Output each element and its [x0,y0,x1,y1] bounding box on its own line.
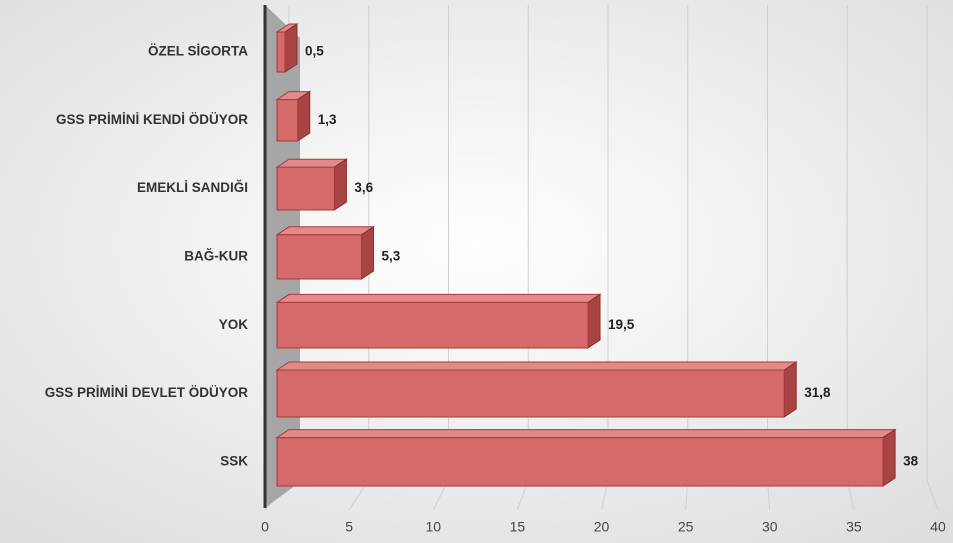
x-tick-label: 35 [846,519,862,535]
x-tick-label: 15 [510,519,526,535]
data-label: 38 [903,453,919,468]
bar-group [275,90,312,142]
bar-top [275,293,602,303]
data-label: 5,3 [382,248,401,263]
x-tick-label: 0 [261,519,269,535]
x-tick-label: 40 [930,519,946,535]
data-label: 19,5 [608,317,635,332]
bar [276,234,363,280]
bar [276,99,299,142]
bars [275,23,897,487]
bar-group [275,293,602,349]
bar-group [275,428,897,487]
bar [276,369,785,418]
bar-group [275,158,349,211]
bar-side [587,293,601,349]
x-tick-label: 10 [425,519,441,535]
data-label: 3,6 [354,180,373,195]
x-tick-label: 20 [594,519,610,535]
bar-side [783,361,797,418]
category-label: SSK [220,453,248,468]
bar-top [275,429,897,439]
data-label: 0,5 [305,44,324,59]
data-label: 1,3 [318,112,337,127]
bar-side [333,158,347,211]
data-label: 31,8 [804,385,831,400]
bar-side [297,90,311,142]
bar-top [275,226,376,236]
bar-top [275,361,798,371]
x-tick-label: 30 [762,519,778,535]
bar-side [882,428,896,487]
bar-side [361,225,375,280]
category-label: BAĞ-KUR [184,248,248,263]
category-label: YOK [219,317,249,332]
bar [276,31,286,73]
bar-side [284,23,298,73]
x-tick-label: 25 [678,519,694,535]
category-label: ÖZEL SİGORTA [148,44,248,59]
grid-line [926,5,939,511]
bar-group [275,361,798,418]
bar [276,301,589,349]
bar [276,437,884,487]
category-label: EMEKLİ SANDIĞI [137,180,248,195]
bar-group [275,225,376,280]
bar-group [275,23,299,73]
bar [276,166,335,211]
category-label: GSS PRİMİNİ DEVLET ÖDÜYOR [45,385,249,400]
category-label: GSS PRİMİNİ KENDİ ÖDÜYOR [56,112,248,127]
x-tick-label: 5 [345,519,353,535]
